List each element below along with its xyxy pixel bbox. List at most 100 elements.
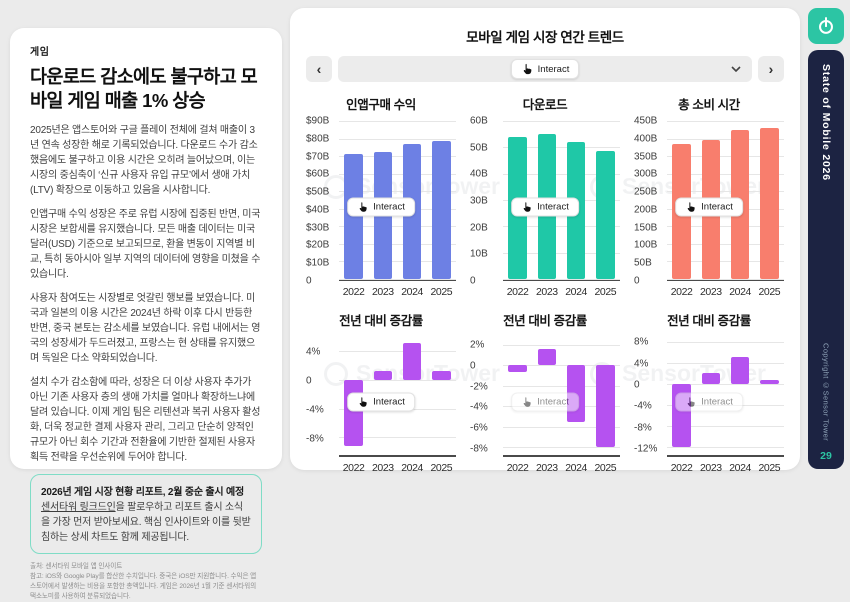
hand-pointer-icon — [521, 202, 532, 213]
x-tick-label: 2024 — [401, 286, 423, 298]
interact-scrollbar[interactable]: Interact — [338, 56, 752, 82]
x-axis-labels: 2022 2023 2024 2025 — [339, 281, 456, 298]
y-tick-label: 0 — [634, 379, 640, 391]
bar-2024[interactable] — [402, 342, 422, 380]
y-tick-label: $90B — [306, 115, 330, 127]
gridline — [667, 191, 784, 193]
hand-pointer-icon — [357, 396, 368, 407]
gridline — [667, 156, 784, 158]
linkedin-link[interactable]: 센서타워 링크드인 — [41, 502, 116, 514]
article-paragraph: 사용자 참여도는 시장별로 엇갈린 행보를 보였습니다. 미국과 일본의 이용 … — [30, 293, 261, 365]
plot-area — [339, 121, 456, 281]
prev-button[interactable]: ‹ — [306, 56, 332, 82]
y-axis: 450B 400B 350B 300B 250B 200B 150B 100B 50B 0 — [634, 116, 667, 287]
x-tick-label: 2023 — [535, 286, 558, 298]
report-callout-box: 2026년 게임 시장 현황 리포트, 2월 중순 출시 예정 센서타워 링크드… — [30, 474, 262, 555]
gridline — [339, 261, 456, 263]
y-tick-label: 450B — [634, 115, 658, 127]
y-tick-label: -8% — [306, 433, 324, 445]
y-axis: $90B $80B $70B $60B $50B $40B $30B $20B $10B 0 — [306, 116, 339, 287]
tower-icon — [819, 17, 833, 34]
report-brand: State of Mobile 2026 — [820, 64, 832, 181]
interact-pill[interactable]: Interact — [675, 392, 743, 412]
interact-label: Interact — [373, 396, 405, 408]
bar-2022[interactable] — [508, 365, 527, 372]
footnote-note: 참고: iOS와 Google Play를 합산한 수치입니다. 중국은 iOS… — [30, 572, 257, 600]
bar-2025[interactable] — [760, 128, 779, 279]
y-tick-label: 200B — [634, 204, 658, 216]
x-tick-label: 2024 — [565, 462, 587, 474]
y-tick-label: 4% — [306, 346, 321, 358]
gridline — [503, 365, 620, 367]
x-tick-label: 2024 — [565, 286, 587, 298]
bar-2023[interactable] — [537, 349, 557, 366]
y-tick-label: 0 — [470, 360, 476, 372]
chevron-down-icon[interactable] — [731, 66, 741, 72]
y-tick-label: 2% — [470, 339, 485, 351]
y-tick-label: 0 — [634, 275, 640, 287]
interact-pill[interactable]: Interact — [510, 59, 580, 79]
bar-2025[interactable] — [432, 371, 451, 380]
gridline — [339, 138, 456, 140]
y-tick-label: 50B — [470, 142, 488, 154]
bar-2025[interactable] — [596, 365, 615, 447]
y-tick-label: 40B — [470, 168, 488, 180]
gridline — [339, 351, 456, 353]
gridline — [667, 426, 784, 428]
y-tick-label: -4% — [470, 401, 488, 413]
copyright-text: Copyright ©Sensor Tower — [821, 342, 831, 441]
x-axis-labels: 2022 2023 2024 2025 — [503, 281, 620, 298]
y-tick-label: -4% — [306, 404, 324, 416]
gridline — [503, 385, 620, 387]
bar-2023[interactable] — [701, 372, 721, 385]
interact-pill[interactable]: Interact — [511, 197, 579, 217]
interact-label: Interact — [537, 63, 570, 75]
page-number: 29 — [820, 450, 832, 462]
bar-2023[interactable] — [373, 371, 393, 380]
interact-pill[interactable]: Interact — [347, 197, 415, 217]
interact-label: Interact — [701, 396, 733, 408]
next-button[interactable]: › — [758, 56, 784, 82]
gridline — [339, 379, 456, 381]
y-tick-label: 250B — [634, 186, 658, 198]
charts-panel-title: 모바일 게임 시장 연간 트렌드 — [466, 30, 624, 45]
y-tick-label: 0 — [306, 275, 312, 287]
y-tick-label: $70B — [306, 151, 330, 163]
y-tick-label: $10B — [306, 257, 330, 269]
bar-2025[interactable] — [596, 151, 615, 279]
bar-2022[interactable] — [344, 379, 363, 447]
chart-iap-revenue: 인앱구매 수익 $90B $80B $70B $60B $50B $40B $30B $20B… — [306, 94, 456, 298]
chart-revenue-yoy: 전년 대비 증감률 4% 0 -4% -8% Interact 2022 2023 202… — [306, 310, 456, 474]
y-axis: 2% 0 -2% -4% -6% -8% — [470, 337, 503, 457]
gridline — [667, 173, 784, 175]
gridline — [667, 363, 784, 365]
y-tick-label: $30B — [306, 222, 330, 234]
interact-label: Interact — [537, 201, 569, 213]
y-tick-label: 8% — [634, 336, 649, 348]
gridline — [667, 342, 784, 344]
x-tick-label: 2024 — [729, 286, 751, 298]
y-tick-label: -6% — [470, 422, 488, 434]
x-tick-label: 2022 — [670, 462, 693, 474]
report-spine: State of Mobile 2026 Copyright ©Sensor T… — [808, 50, 844, 469]
x-tick-label: 2025 — [430, 462, 453, 474]
y-axis: 60B 50B 40B 30B 20B 10B 0 — [470, 116, 503, 287]
interact-pill[interactable]: Interact — [675, 197, 743, 217]
y-tick-label: 50B — [634, 257, 652, 269]
y-tick-label: $50B — [306, 186, 330, 198]
y-tick-label: 150B — [634, 222, 658, 234]
x-axis-labels: 2022 2023 2024 2025 — [667, 281, 784, 298]
callout-title: 2026년 게임 시장 현황 리포트, 2월 중순 출시 예정 — [41, 487, 245, 499]
interact-pill[interactable]: Interact — [511, 392, 579, 412]
sensortower-logo[interactable] — [808, 8, 844, 44]
y-tick-label: 60B — [470, 115, 488, 127]
chart-title: 총 소비 시간 — [678, 98, 740, 112]
bar-2025[interactable] — [760, 380, 779, 385]
x-axis-labels: 2022 2023 2024 2025 — [339, 457, 456, 474]
bar-2024[interactable] — [730, 356, 750, 385]
article-title: 다운로드 감소에도 불구하고 모바일 게임 매출 1% 상승 — [30, 66, 258, 112]
bar-2025[interactable] — [432, 141, 451, 279]
x-tick-label: 2023 — [371, 286, 394, 298]
interact-pill[interactable]: Interact — [347, 392, 415, 412]
x-tick-label: 2025 — [758, 286, 781, 298]
